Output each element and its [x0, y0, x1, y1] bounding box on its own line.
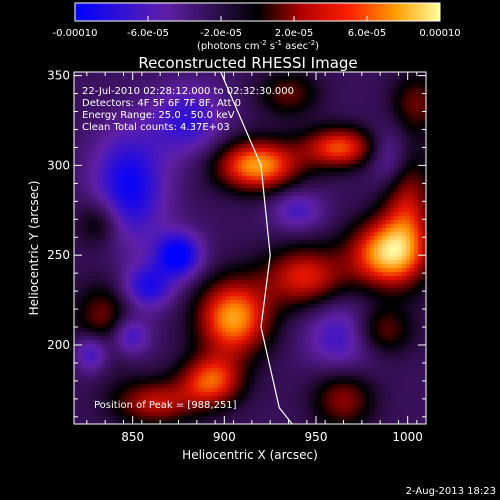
- y-axis-label: Heliocentric Y (arcsec): [27, 181, 41, 316]
- annotation-line: Clean Total counts: 4.37E+03: [82, 122, 230, 133]
- y-tick-label: 200: [47, 338, 70, 352]
- y-tick-label: 350: [47, 69, 70, 83]
- heatmap-image: [74, 72, 426, 424]
- colorbar-tick-label: -6.0e-05: [127, 28, 169, 39]
- colorbar-ticks: -0.00010 -6.0e-05 -2.0e-05 2.0e-05 6.0e-05 0.…: [53, 16, 461, 39]
- annotation-line: Detectors: 4F 5F 6F 7F 8F, Att 0: [82, 98, 241, 109]
- x-tick-label: 1000: [392, 430, 423, 444]
- chart-title: Reconstructed RHESSI Image: [138, 54, 357, 72]
- solar-limb-line: [220, 71, 293, 425]
- plot-frame: [73, 71, 427, 425]
- limb-polyline: [220, 71, 293, 425]
- annotation-line: Energy Range: 25.0 - 50.0 keV: [82, 110, 235, 121]
- y-tick-label: 250: [47, 248, 70, 262]
- x-tick-label: 950: [305, 430, 328, 444]
- colorbar-tick-label: -0.00010: [53, 28, 98, 39]
- x-axis-label: Heliocentric X (arcsec): [182, 448, 318, 462]
- x-tick-label: 900: [213, 430, 236, 444]
- colorbar-tick-label: 2.0e-05: [275, 28, 313, 39]
- axis-ticks: 850 900 950 1000 200 250 300 350: [47, 69, 426, 444]
- colorbar-tick-label: -2.0e-05: [200, 28, 242, 39]
- colorbar: [74, 2, 441, 22]
- colorbar-tick-label: 0.00010: [419, 28, 460, 39]
- peak-position-label: Position of Peak = [988,251]: [94, 400, 237, 411]
- colorbar-tick-label: 6.0e-05: [348, 28, 386, 39]
- annotation-line: 22-Jul-2010 02:28:12.000 to 02:32:30.000: [82, 86, 294, 97]
- x-tick-label: 850: [121, 430, 144, 444]
- footer-date: 2-Aug-2013 18:23: [406, 486, 496, 497]
- info-annotations: 22-Jul-2010 02:28:12.000 to 02:32:30.000…: [82, 86, 294, 133]
- y-tick-label: 300: [47, 158, 70, 172]
- colorbar-unit-label: (photons cm-2 s-1 asec-2): [197, 39, 319, 52]
